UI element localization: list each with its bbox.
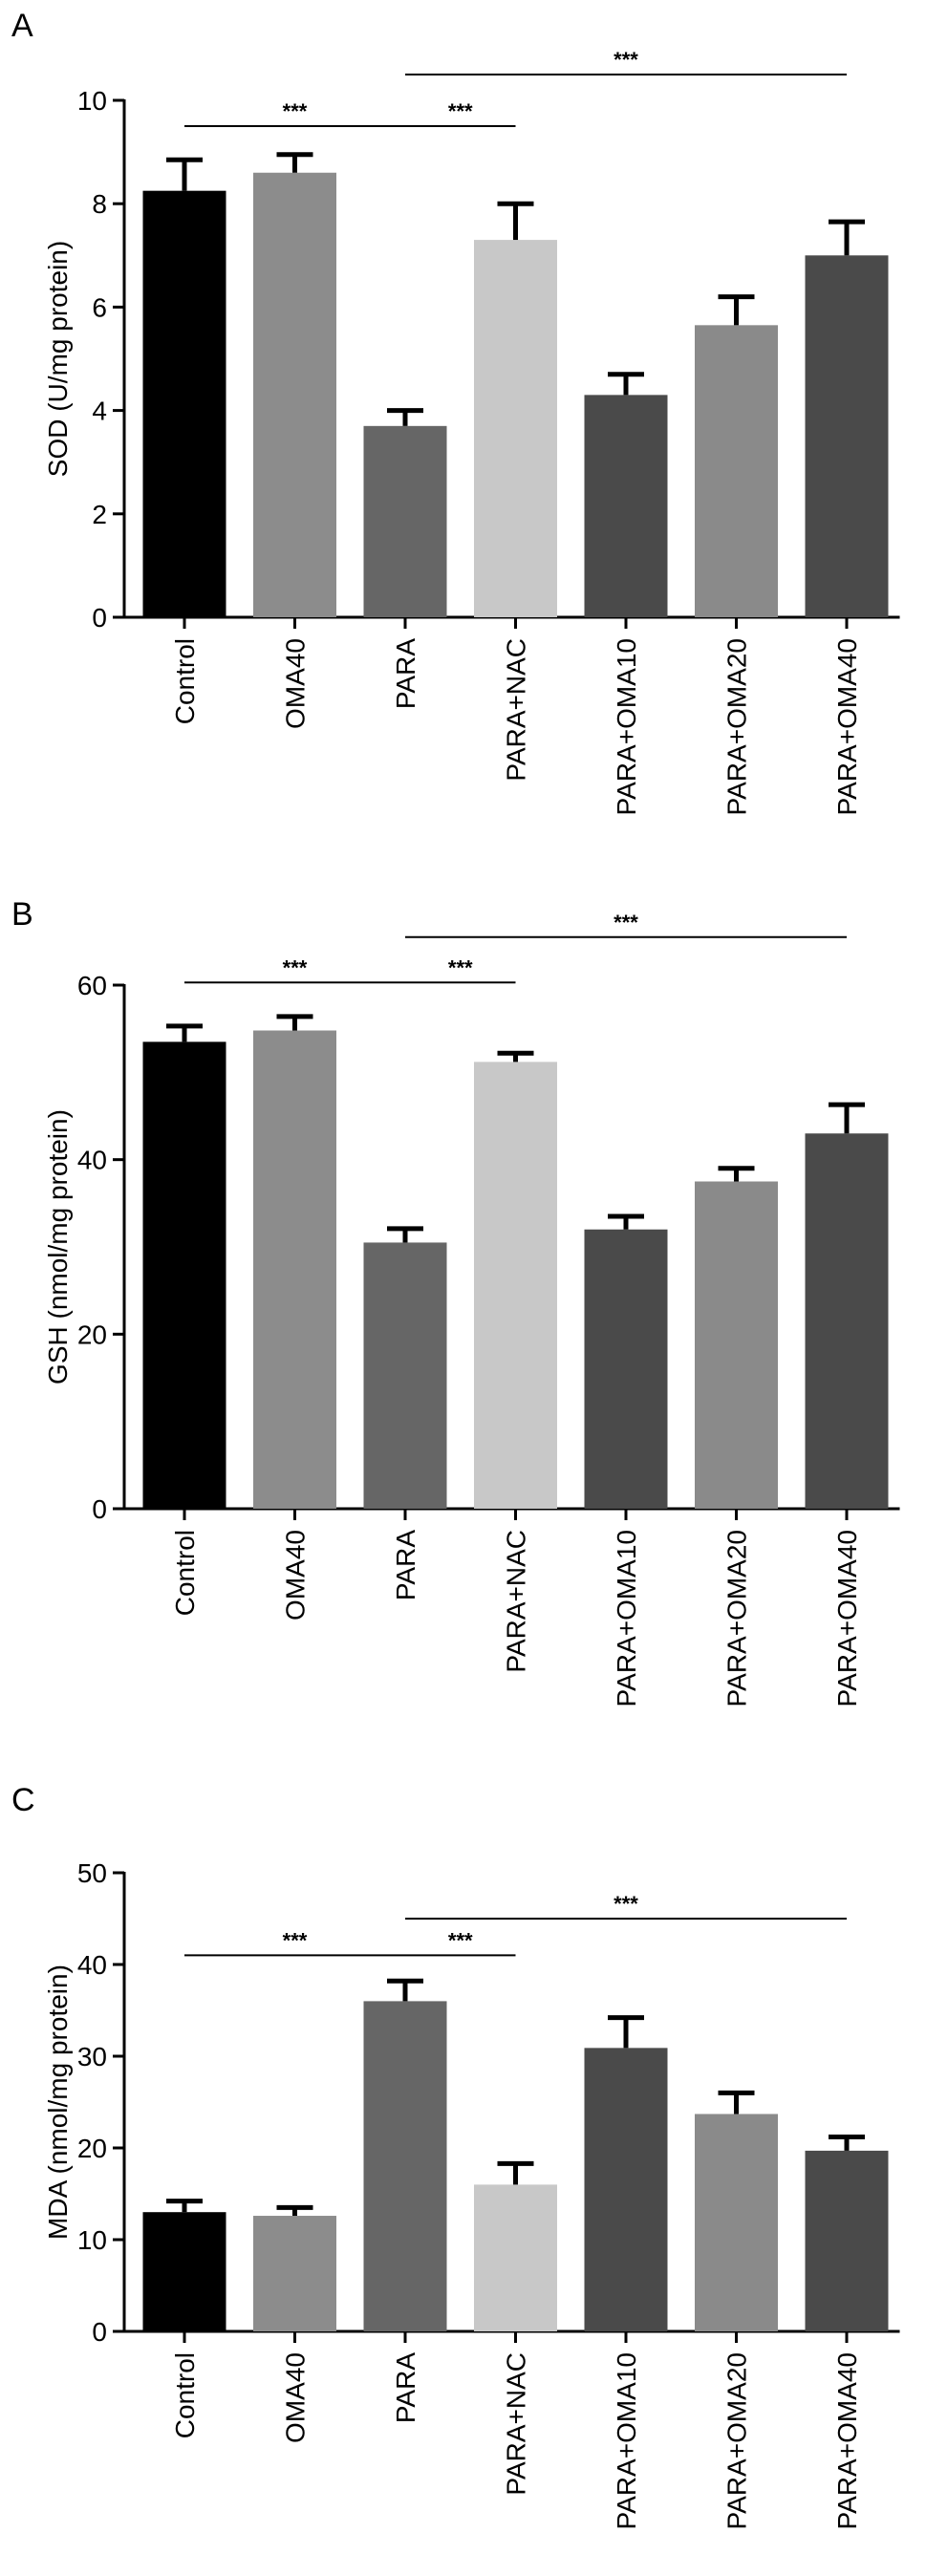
y-axis-title: GSH (nmol/mg protein) <box>43 1109 73 1385</box>
significance-label: *** <box>283 955 308 979</box>
category-label: PARA <box>391 2352 420 2423</box>
significance-label: *** <box>448 955 473 979</box>
category-label: PARA+OMA40 <box>832 1530 862 1707</box>
category-label: PARA+NAC <box>502 2352 531 2496</box>
category-label: PARA+NAC <box>502 1530 531 1673</box>
category-label: PARA+OMA20 <box>722 2352 752 2529</box>
significance-label: *** <box>614 911 638 934</box>
bar <box>253 172 336 618</box>
y-tick-label: 10 <box>77 2225 107 2255</box>
y-axis-title: MDA (nmol/mg protein) <box>43 1964 73 2240</box>
category-label: PARA+OMA20 <box>722 1530 752 1707</box>
y-tick-label: 10 <box>77 86 107 116</box>
bar <box>584 395 668 617</box>
bar <box>695 2114 778 2331</box>
y-tick-label: 60 <box>77 971 107 1000</box>
bar <box>805 255 889 617</box>
y-tick-label: 0 <box>92 2317 107 2347</box>
bar <box>584 1229 668 1509</box>
significance-label: *** <box>614 48 638 72</box>
significance-label: *** <box>448 99 473 123</box>
y-tick-label: 4 <box>92 397 107 426</box>
bar <box>253 1030 336 1509</box>
bar <box>142 190 226 618</box>
significance-label: *** <box>283 99 308 123</box>
y-tick-label: 20 <box>77 2134 107 2163</box>
category-label: PARA+OMA10 <box>612 638 641 815</box>
y-tick-label: 30 <box>77 2042 107 2072</box>
category-label: PARA+OMA20 <box>722 638 752 815</box>
y-tick-label: 2 <box>92 500 107 529</box>
bar <box>474 2184 557 2331</box>
category-label: Control <box>170 638 200 724</box>
panel-label: C <box>11 1782 35 1818</box>
chart-panel-c: C MDA (nmol/mg protein) 0 10 20 30 40 50 Control… <box>11 1782 900 2529</box>
bar <box>474 240 557 617</box>
panel-label: A <box>11 8 33 44</box>
category-label: Control <box>170 1530 200 1616</box>
bar <box>142 2212 226 2331</box>
bar <box>695 325 778 617</box>
bar <box>584 2048 668 2331</box>
bar <box>695 1181 778 1509</box>
y-tick-label: 20 <box>77 1320 107 1349</box>
y-tick-label: 50 <box>77 1858 107 1888</box>
bar <box>363 1242 447 1509</box>
category-label: PARA+OMA10 <box>612 1530 641 1707</box>
chart-panel-b: B GSH (nmol/mg protein) 0 20 40 60 Control OMA4… <box>11 896 900 1707</box>
y-tick-label: 40 <box>77 1146 107 1175</box>
category-label: PARA <box>391 1530 420 1600</box>
category-label: PARA+NAC <box>502 638 531 782</box>
significance-label: *** <box>283 1928 308 1952</box>
category-label: OMA40 <box>281 1530 311 1621</box>
bar <box>805 1133 889 1509</box>
category-label: PARA+OMA10 <box>612 2352 641 2529</box>
category-label: PARA <box>391 638 420 709</box>
category-label: OMA40 <box>281 2352 311 2443</box>
bar <box>474 1062 557 1509</box>
panel-label: B <box>11 896 33 933</box>
bar <box>363 2001 447 2331</box>
y-tick-label: 40 <box>77 1950 107 1980</box>
bar <box>363 425 447 617</box>
y-axis-title: SOD (U/mg protein) <box>43 241 73 477</box>
significance-label: *** <box>448 1928 473 1952</box>
category-label: OMA40 <box>281 638 311 729</box>
category-label: PARA+OMA40 <box>832 638 862 815</box>
y-tick-label: 8 <box>92 189 107 219</box>
y-tick-label: 0 <box>92 603 107 633</box>
significance-label: *** <box>614 1892 638 1916</box>
bar <box>253 2216 336 2331</box>
bar <box>805 2150 889 2331</box>
category-label: Control <box>170 2352 200 2438</box>
bar <box>142 1041 226 1509</box>
chart-panel-a: A SOD (U/mg protein) 0 2 4 6 8 10 Control OMA40 PA… <box>11 8 900 815</box>
y-tick-label: 0 <box>92 1494 107 1524</box>
category-label: PARA+OMA40 <box>832 2352 862 2529</box>
y-tick-label: 6 <box>92 292 107 322</box>
